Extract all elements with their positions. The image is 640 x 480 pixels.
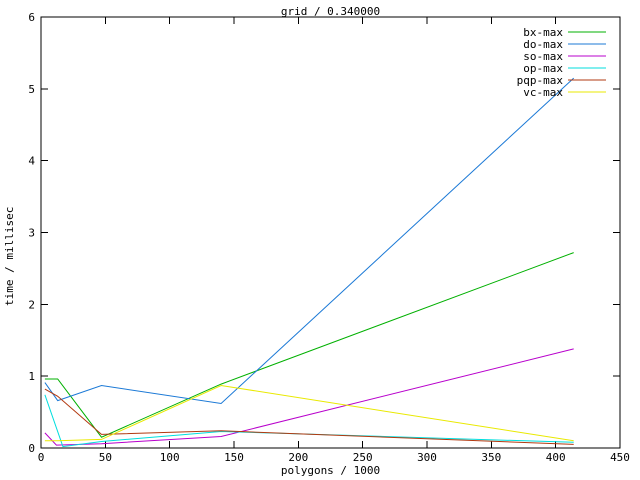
y-tick-label: 1 — [28, 370, 35, 383]
chart-title: grid / 0.340000 — [280, 5, 381, 18]
series-line-so-max — [44, 348, 574, 446]
legend-label-bx-max: bx-max — [523, 26, 563, 39]
series-line-do-max — [44, 77, 575, 405]
series-line-pqp-max — [44, 388, 574, 445]
legend-label-do-max: do-max — [523, 38, 563, 51]
x-tick-label: 100 — [160, 451, 180, 464]
x-tick-label: 0 — [38, 451, 45, 464]
legend-label-pqp-max: pqp-max — [517, 74, 564, 87]
legend-label-vc-max: vc-max — [523, 86, 563, 99]
y-tick-label: 4 — [28, 155, 35, 168]
x-tick-label: 300 — [417, 451, 437, 464]
y-tick-label: 0 — [28, 442, 35, 455]
legend-label-so-max: so-max — [523, 50, 563, 63]
y-tick-label: 6 — [28, 11, 35, 24]
series-line-vc-max — [44, 384, 574, 442]
x-tick-label: 150 — [224, 451, 244, 464]
y-tick-label: 5 — [28, 83, 35, 96]
x-tick-label: 450 — [610, 451, 630, 464]
y-tick-label: 2 — [28, 298, 35, 311]
series-line-op-max — [44, 394, 574, 448]
x-axis-label: polygons / 1000 — [280, 464, 381, 477]
y-tick-label: 3 — [28, 227, 35, 240]
x-tick-label: 50 — [99, 451, 112, 464]
legend-label-op-max: op-max — [523, 62, 563, 75]
x-tick-label: 400 — [546, 451, 566, 464]
series-line-bx-max — [44, 252, 574, 438]
x-tick-label: 350 — [481, 451, 501, 464]
x-tick-label: 200 — [288, 451, 308, 464]
x-tick-label: 250 — [353, 451, 373, 464]
